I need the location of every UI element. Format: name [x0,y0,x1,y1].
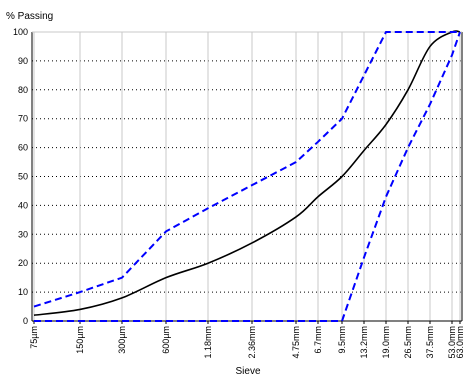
x-tick-label: 4.75mm [291,326,301,359]
y-tick-label: 10 [18,287,28,297]
y-tick-label: 30 [18,229,28,239]
x-tick-label: 53.0mm [447,326,457,359]
x-tick-label: 37.5mm [425,326,435,359]
series-lines [33,30,461,322]
x-tick-label: 6.7mm [313,326,323,354]
y-tick-label: 50 [18,172,28,182]
y-tick-label: 70 [18,114,28,124]
y-tick-label: 20 [18,258,28,268]
x-tick-label: 26.5mm [403,326,413,359]
y-tick-label: 80 [18,85,28,95]
gradation-line [33,30,461,317]
x-tick-label: 600µm [161,326,171,354]
y-tick-label: 90 [18,56,28,66]
y-tick-label: 60 [18,143,28,153]
lower-envelope-line [34,31,461,322]
x-tick-label: 9.5mm [337,326,347,354]
y-axis-title: % Passing [6,11,53,22]
upper-envelope-line [33,31,460,308]
x-tick-label: 1.18mm [203,326,213,359]
x-tick-labels: 75µm 150µm 300µm 600µm 1.18mm 2.36mm 4.75mm 6.7… [29,326,465,359]
y-tick-label: 0 [23,316,28,326]
x-tick-label: 150µm [75,326,85,354]
grid-lines [32,31,462,321]
x-tick-label: 19.0mm [381,326,391,359]
x-tick-label: 75µm [29,326,39,349]
x-tick-label: 300µm [117,326,127,354]
x-tick-label: 13.2mm [359,326,369,359]
y-tick-label: 40 [18,200,28,210]
y-tick-labels: 0 10 20 30 40 50 60 70 80 90 100 [13,27,28,326]
x-tick-label: 2.36mm [247,326,257,359]
y-tick-label: 100 [13,27,28,37]
x-axis-title: Sieve [235,366,260,376]
plot-frame [31,31,463,324]
x-tick-label: 63.0mm [455,326,465,359]
